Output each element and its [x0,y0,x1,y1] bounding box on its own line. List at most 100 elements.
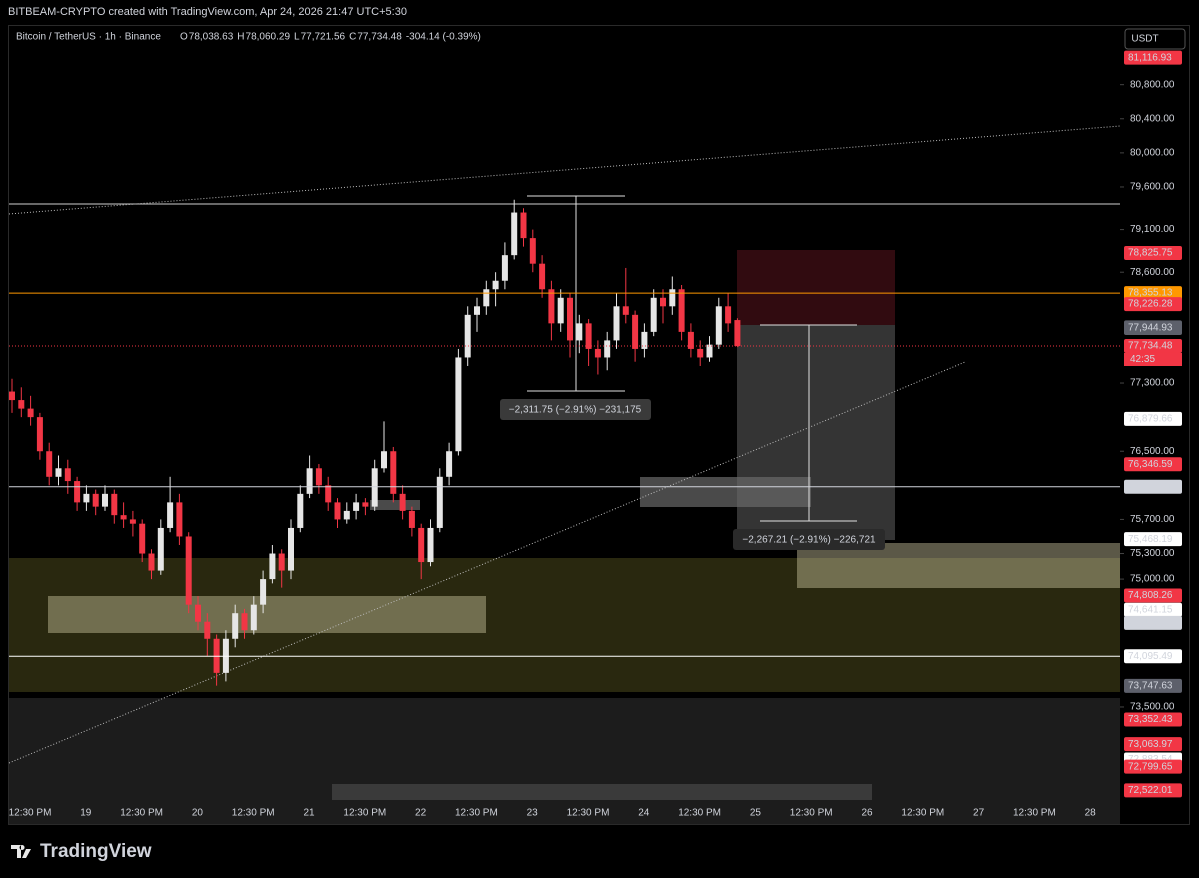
candle-body [139,523,146,554]
candle-body [9,391,15,401]
candle-body [501,255,508,281]
price-label-bg [1124,588,1182,603]
candle-body [195,604,201,622]
candle-body [288,527,294,571]
candle-body [36,417,43,452]
price-label: 76,346.59 [1128,459,1173,470]
zone-box [640,477,811,507]
candle-body [464,314,471,358]
candle-body [325,485,332,503]
candle-body [539,263,546,290]
price-label-bg [1124,297,1182,312]
candle-body [520,212,527,239]
symbol: Bitcoin / TetherUS · 1h · Binance [16,32,161,43]
lower-zone [9,698,1120,824]
stop-zone [737,250,895,325]
y-tick-label: 80,800.00 [1130,79,1175,90]
price-label-bg [1124,649,1182,664]
measure-label: −2,311.75 (−2.91%) −231,175 [509,405,642,416]
price-label: 74,641.15 [1128,604,1173,615]
currency[interactable]: USDT [1131,34,1158,45]
candle-body [315,468,322,486]
candle-body [46,451,53,477]
candle-body [622,306,629,315]
price-label-bg [1124,50,1182,65]
y-tick-label: 78,600.00 [1130,267,1175,278]
candle-body [548,289,555,324]
candle-body [148,553,155,571]
candle-body [297,493,304,528]
x-tick-label: 24 [638,808,650,819]
candle-body [567,297,573,341]
candle-body [343,510,350,520]
x-tick-label: 28 [1085,808,1097,819]
candle-body [557,297,564,324]
y-tick-label: 75,000.00 [1130,574,1175,585]
price-label: 78,825.75 [1128,248,1173,259]
candle-body [483,289,490,307]
price-label-bg [1124,602,1182,617]
candle-body [353,502,360,511]
candle-body [269,553,276,580]
price-label-bg [1124,411,1182,426]
legend-key: L [294,32,300,43]
legend-value: 77,734.48 [357,32,402,43]
x-tick-label: 12:30 PM [790,808,833,819]
candle-body [232,613,239,639]
candle-body [185,536,192,605]
legend-key: H [237,32,244,43]
candle-body [167,502,174,528]
y-tick-label: 80,000.00 [1130,148,1175,159]
price-label: 76,879.66 [1128,414,1173,425]
candle-body [706,344,713,358]
price-label-bg [1124,245,1182,260]
candle-body [455,357,462,452]
candle-body [399,493,406,511]
x-tick-label: 12:30 PM [567,808,610,819]
candle-body [604,340,611,358]
price-label: 73,352.43 [1128,714,1173,725]
price-label: 81,116.93 [1128,52,1172,63]
price-label-bg [1124,678,1182,693]
target-zone [737,325,895,540]
x-tick-label: 12:30 PM [901,808,944,819]
candle-body [204,621,211,639]
candle-body [381,451,387,469]
candle-body [64,468,71,482]
candle-body [697,348,704,358]
candle-body [715,306,722,345]
candle-body [278,553,285,571]
scrollbar[interactable] [332,784,872,800]
measure-label-bg [733,529,885,550]
x-tick-label: 12:30 PM [343,808,386,819]
candle-body [678,289,685,332]
currency-button[interactable] [1124,28,1186,50]
price-label-bg [1124,783,1182,798]
x-tick-label: 25 [750,808,762,819]
price-label: 72,799.65 [1128,761,1173,772]
zone-box [48,596,486,633]
legend-value: 78,038.63 [189,32,234,43]
price-label: 78,355.13 [1128,288,1173,299]
y-tick-label: 73,500.00 [1130,702,1175,713]
legend-key: O [180,32,188,43]
price-label-bg [1124,338,1182,353]
price-label: 72,883.54 [1128,754,1173,765]
candle-body [260,579,267,605]
countdown-bg [1124,352,1182,366]
price-label: 73,063.97 [1128,739,1173,750]
measure-label-bg [500,399,651,420]
candle-body [418,527,425,563]
price-label: 74,808.26 [1128,590,1173,601]
y-tick-label: 77,300.00 [1130,378,1175,389]
price-label: 77,944.93 [1128,323,1173,334]
x-tick-label: 22 [415,808,427,819]
x-tick-label: 12:30 PM [9,808,52,819]
legend-value: 77,721.56 [301,32,346,43]
x-tick-label: 21 [303,808,315,819]
credit: BITBEAM-CRYPTO created with TradingView.… [8,6,407,18]
logo-mark [11,845,31,858]
candle-body [427,527,434,563]
x-tick-label: 12:30 PM [232,808,275,819]
price-label: 78,226.28 [1128,299,1173,310]
